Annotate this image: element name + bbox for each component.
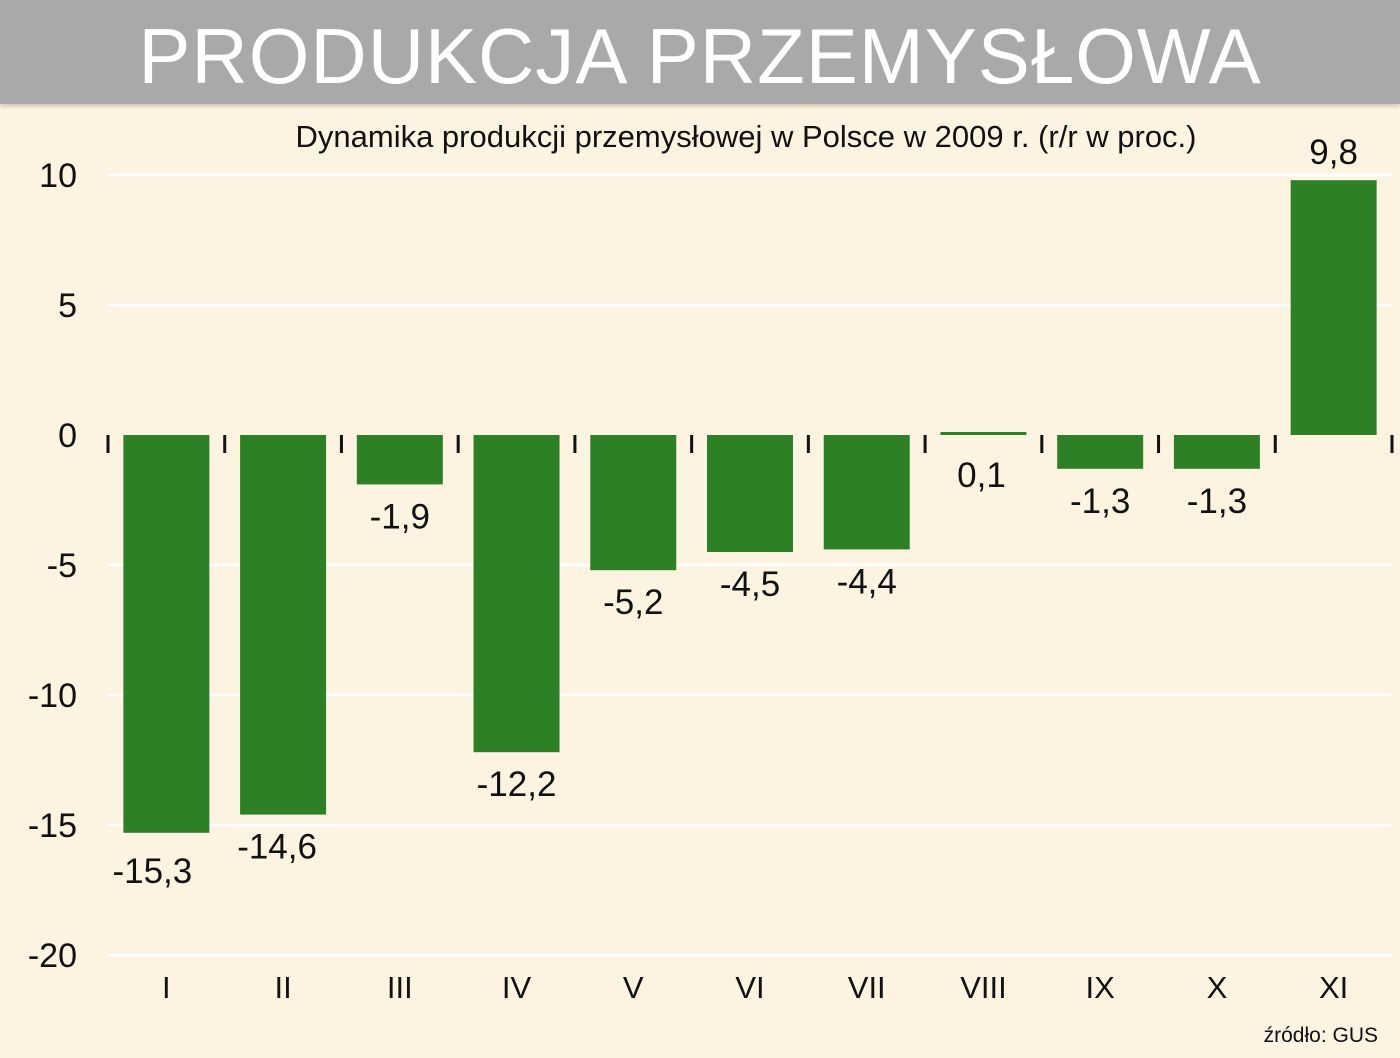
y-tick-label: -20 (28, 937, 77, 975)
value-label: 9,8 (1309, 133, 1358, 172)
bar-III (356, 435, 443, 485)
bars (123, 180, 1377, 833)
x-tick-label: X (1207, 970, 1228, 1005)
x-tick-label: VI (735, 970, 764, 1005)
x-axis-labels: I II III IV V VI VII VIII IX X XI (162, 970, 1348, 1005)
x-tick-label: VII (848, 970, 886, 1005)
y-tick-label: -5 (47, 547, 77, 585)
value-label: -1,9 (370, 497, 430, 536)
bar-VI (707, 435, 793, 552)
value-label: -4,4 (837, 562, 897, 601)
chart-title: Dynamika produkcji przemysłowej w Polsce… (296, 119, 1197, 154)
bar-XI (1290, 180, 1377, 435)
y-tick-label: 0 (58, 417, 77, 455)
bar-VII (823, 435, 910, 550)
x-tick-label: I (162, 970, 171, 1005)
y-tick-label: 5 (58, 287, 77, 325)
y-tick-label: -10 (28, 677, 77, 715)
x-tick-label: V (623, 970, 644, 1005)
x-tick-label: IV (502, 970, 532, 1005)
value-label: -15,3 (112, 852, 192, 891)
source-note: źródło: GUS (1263, 1024, 1378, 1047)
value-labels: -15,3 -14,6 -1,9 -12,2 -5,2 -4,5 -4,4 0,1 -1,3 -1… (112, 133, 1357, 891)
x-tick-label: VIII (960, 970, 1007, 1005)
x-tick-label: II (274, 970, 291, 1005)
bar-I (123, 435, 210, 833)
x-tick-label: IX (1086, 970, 1116, 1005)
header-banner: PRODUKCJA PRZEMYSŁOWA (0, 0, 1400, 104)
gridlines (108, 173, 1392, 957)
value-label: -4,5 (720, 565, 780, 604)
bar-IV (473, 435, 560, 753)
y-axis-labels: 10 5 0 -5 -10 -15 -20 (28, 157, 77, 975)
y-tick-label: -15 (28, 807, 77, 845)
bar-IX (1057, 435, 1144, 469)
x-axis-ticks (106, 435, 1394, 453)
bar-II (240, 435, 327, 815)
page-title: PRODUKCJA PRZEMYSŁOWA (138, 12, 1262, 100)
value-label: -12,2 (477, 765, 557, 804)
value-label: -14,6 (237, 828, 317, 867)
x-tick-label: III (387, 970, 413, 1005)
y-tick-label: 10 (39, 157, 77, 195)
bar-V (590, 435, 677, 571)
value-label: -5,2 (603, 583, 663, 622)
value-label: -1,3 (1070, 482, 1130, 521)
bar-VIII (940, 432, 1027, 435)
value-label: -1,3 (1187, 482, 1247, 521)
bar-X (1173, 435, 1260, 469)
x-tick-label: XI (1319, 970, 1348, 1005)
value-label: 0,1 (957, 456, 1006, 495)
